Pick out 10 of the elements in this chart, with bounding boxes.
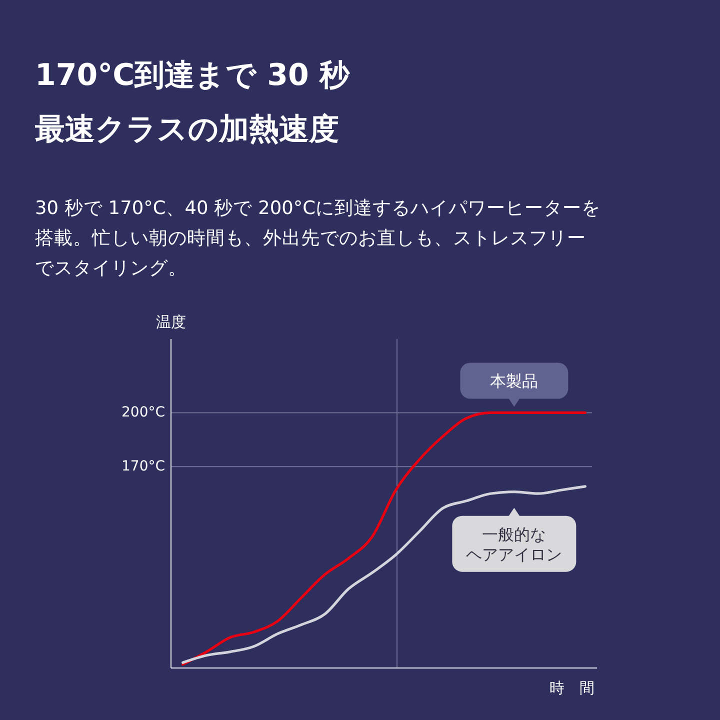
series-label: 本製品: [490, 371, 538, 390]
chart-title: 170°C到達まで 30 秒最速クラスの加熱速度: [35, 58, 350, 147]
chart-subtitle: 30 秒で 170°C、40 秒で 200°Cに到達するハイパワーヒーターを搭載。忙しい朝の時間も、外出先でのお直しも、ストレスフリーでスタイリング。: [35, 198, 601, 279]
y-tick-label: 200°C: [122, 404, 166, 421]
y-axis-title: 温度: [156, 313, 186, 331]
x-axis-title: 時 間: [550, 679, 594, 697]
line-series: [182, 411, 586, 666]
legend-label: 一般的なヘアアイロン: [466, 524, 562, 564]
y-tick-label: 170°C: [122, 458, 166, 475]
line-series: [182, 485, 586, 664]
